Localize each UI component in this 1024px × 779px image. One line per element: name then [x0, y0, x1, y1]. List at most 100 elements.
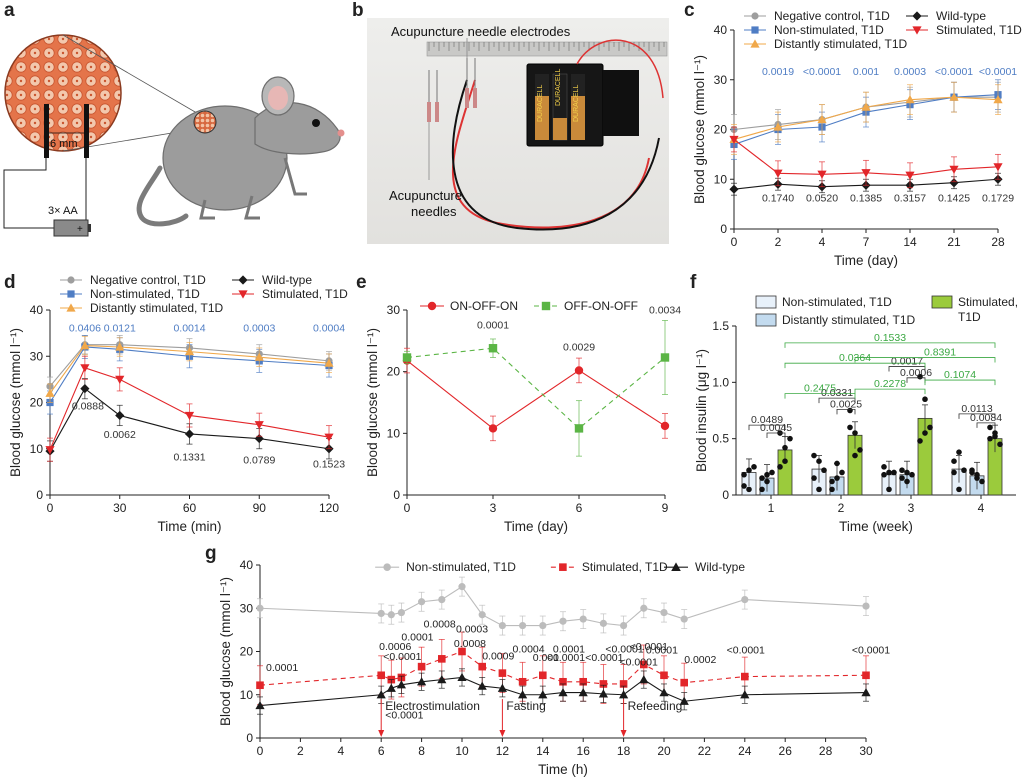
d-series-1-line — [49, 346, 330, 403]
x-tick-label: 12 — [496, 744, 510, 758]
y-tick-label: 30 — [714, 73, 728, 87]
x-tick-label: 6 — [378, 744, 385, 758]
f-dot — [987, 424, 993, 431]
f-dot — [811, 475, 817, 481]
g-pvalue: <0.0001 — [547, 652, 585, 664]
f-dot — [922, 430, 928, 436]
f-green-bracket-label: 0.1074 — [944, 369, 976, 381]
g-legend-nonstim-label: Non-stimulated, T1D — [406, 560, 516, 574]
chart-g: 0 2 4 6 8 10 12 14 16 18 20 22 24 26 28 30010203040Time… — [218, 558, 890, 777]
panel-letter-c: c — [684, 0, 695, 21]
f-dot — [782, 458, 788, 464]
f-dot — [829, 486, 835, 493]
f-bracket-label: 0.0025 — [830, 398, 862, 410]
d-series-3-point — [80, 384, 90, 394]
needle-right — [84, 104, 89, 158]
x-tick-label: 20 — [657, 744, 671, 758]
f-dot — [834, 460, 840, 467]
c-legend-negative-label: Negative control, T1D — [774, 9, 890, 23]
g-series-nonstim — [256, 576, 870, 636]
f-green-bracket — [854, 357, 996, 363]
f-dot — [741, 483, 747, 489]
c-series-4-point — [817, 170, 827, 179]
e-series-off-on-off-point — [660, 353, 670, 362]
g-pvalue: <0.0001 — [383, 651, 421, 663]
f-green-bracket — [784, 393, 856, 399]
f-dot — [997, 441, 1003, 448]
g-series-wildtype-point — [861, 687, 871, 697]
f-dot — [852, 452, 858, 459]
x-tick-label: 21 — [947, 235, 961, 249]
x-tick-label: 10 — [455, 744, 469, 758]
panel-letter-f: f — [690, 272, 697, 293]
y-tick-label: 0 — [246, 731, 253, 745]
x-tick-label: 28 — [819, 744, 833, 758]
y-axis-label: Blood glucose (mmol l⁻¹) — [365, 328, 380, 477]
e-series-on-off-on — [402, 347, 670, 442]
f-dot — [751, 464, 757, 470]
f-legend-stim-label-2: T1D — [958, 310, 981, 324]
f-dot — [904, 478, 910, 485]
f-dot — [816, 458, 822, 464]
y-tick-label: 10 — [240, 688, 254, 702]
g-annotation-arrowhead — [378, 730, 385, 737]
x-tick-label: 0 — [257, 744, 264, 758]
g-pvalue: 0.0003 — [456, 623, 488, 635]
f-green-bracket-label: 0.1533 — [874, 332, 906, 344]
f-dot — [829, 478, 835, 485]
c-series-4-point — [773, 169, 783, 178]
c-legend-wildtype-marker — [912, 11, 922, 21]
g-series-stim-point — [256, 681, 264, 690]
y-tick-label: 30 — [30, 349, 44, 363]
g-series-stim-point — [619, 680, 628, 688]
x-axis-label: Time (day) — [504, 519, 568, 534]
f-dot — [834, 475, 840, 481]
g-series-nonstim-point — [599, 619, 607, 627]
g-series-stim-point — [579, 677, 587, 686]
y-tick-label: 30 — [240, 601, 254, 615]
f-legend-stim-label: Stimulated, — [958, 295, 1018, 309]
g-pvalue: 0.0009 — [482, 650, 514, 662]
c-series-2-point — [817, 114, 827, 124]
g-legend-wildtype-label: Wild-type — [695, 560, 745, 574]
d-series-2-point — [184, 347, 195, 356]
x-tick-label: 4 — [819, 235, 826, 249]
f-dot — [857, 447, 863, 453]
f-dot — [741, 471, 747, 478]
f-legend-nonstim: Non-stimulated, T1D — [755, 295, 892, 309]
g-series-wildtype-point — [376, 690, 386, 699]
d-pvalue-top: 0.0004 — [313, 323, 345, 335]
chart-e: 0 3 6 9 0 10 20 30 Time (day) Blood glucose (mmol… — [365, 299, 681, 534]
gap-label: 6 mm — [50, 138, 78, 150]
g-series-stim-point — [478, 662, 486, 671]
x-tick-label: 90 — [253, 501, 267, 515]
c-pvalue-bottom: 0.0520 — [806, 193, 838, 205]
chart-d: 0 30 60 90 120 0 10 20 30 40 Time (min) Blood gluco… — [8, 273, 348, 534]
d-legend-negative-marker — [67, 276, 75, 284]
f-dot — [899, 467, 905, 474]
y-axis-label: Blood glucose (mmol l⁻¹) — [8, 328, 23, 477]
d-pvalue-bottom: 0.1523 — [313, 458, 345, 470]
panel-letter-d: d — [4, 272, 16, 293]
d-legend-nonstim: Non-stimulated, T1D — [60, 287, 200, 301]
f-dot — [746, 486, 752, 493]
y-tick-label: 20 — [30, 396, 44, 410]
f-dot — [782, 444, 788, 451]
f-legend-distant-label: Distantly stimulated, T1D — [782, 313, 915, 327]
g-annotation-arrowhead — [499, 730, 506, 737]
g-series-wildtype-point — [639, 675, 649, 684]
e-series-off-on-off-point — [574, 424, 584, 433]
x-tick-label: 14 — [903, 235, 917, 249]
d-series-2-point — [80, 341, 90, 350]
e-series-off-on-off-line — [406, 347, 666, 430]
c-pvalue-bottom: 0.1385 — [850, 193, 882, 205]
f-legend-nonstim-swatch — [755, 295, 777, 309]
c-series-2-point — [905, 95, 915, 104]
e-pvalue: 0.0001 — [477, 320, 509, 332]
g-series-wildtype-point — [679, 696, 689, 705]
g-series-wildtype-point — [538, 690, 548, 699]
y-tick-label: 0 — [722, 488, 729, 502]
d-legend-stimulated-marker — [238, 290, 248, 299]
g-series-nonstim-point — [478, 611, 486, 619]
g-pvalue: <0.0001 — [727, 645, 765, 657]
